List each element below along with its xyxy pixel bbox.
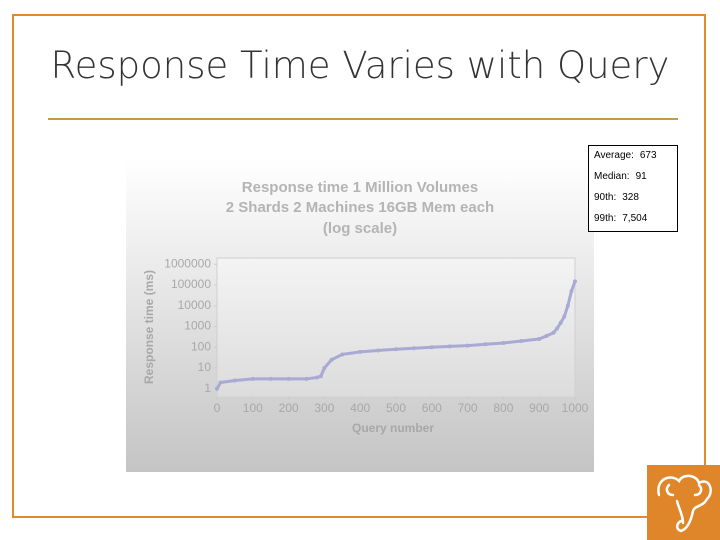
data-point: [565, 303, 570, 308]
chart-title: Response time 1 Million Volumes: [242, 179, 478, 196]
data-point: [376, 348, 381, 353]
stat-value: 673: [639, 150, 657, 161]
data-point: [250, 376, 255, 381]
x-tick-label: 900: [529, 401, 549, 415]
data-point: [315, 375, 320, 380]
stat-label: 99th:: [594, 213, 617, 224]
slide-frame: [12, 14, 706, 518]
data-point: [218, 380, 223, 385]
data-point: [329, 357, 334, 362]
data-point: [562, 314, 567, 319]
data-point: [519, 338, 524, 343]
data-point: [268, 376, 273, 381]
stat-label: Median:: [594, 171, 630, 182]
chart-subtitle: 2 Shards 2 Machines 16GB Mem each: [226, 199, 494, 216]
y-tick-label: 1: [204, 381, 211, 395]
x-tick-label: 1000: [562, 401, 589, 415]
x-axis-label: Query number: [352, 421, 434, 435]
plot-area: [216, 257, 576, 398]
logo: [647, 465, 720, 540]
data-point: [569, 289, 574, 294]
data-point: [447, 344, 452, 349]
stat-label: 90th:: [594, 192, 617, 203]
stat-value: 7,504: [622, 213, 648, 224]
data-point: [394, 347, 398, 352]
stat-row: 90th: 328: [594, 192, 672, 213]
stat-value: 328: [622, 192, 639, 203]
data-point: [501, 341, 506, 346]
stat-row: Median: 91: [594, 171, 672, 192]
data-point: [537, 336, 542, 341]
y-tick-label: 10: [198, 360, 212, 374]
x-tick-label: 600: [422, 401, 442, 415]
data-point: [555, 326, 560, 331]
chart-annotation: (log scale): [323, 220, 397, 237]
data-point: [483, 342, 488, 347]
x-tick-label: 500: [386, 401, 406, 415]
y-tick-label: 10000: [178, 298, 212, 312]
data-point: [358, 349, 363, 354]
x-tick-label: 200: [279, 401, 299, 415]
x-tick-label: 700: [458, 401, 478, 415]
data-point: [232, 378, 237, 383]
x-tick-label: 800: [493, 401, 513, 415]
data-point: [551, 330, 556, 335]
stat-row: 99th: 7,504: [594, 213, 672, 234]
data-point: [558, 320, 563, 325]
slide-title: Response Time Varies with Query: [50, 44, 670, 87]
data-point: [340, 352, 345, 357]
data-point: [544, 333, 549, 338]
y-tick-label: 100: [191, 339, 211, 353]
y-axis-label: Response time (ms): [142, 270, 156, 384]
title-rule: [48, 118, 678, 120]
x-tick-label: 100: [243, 401, 263, 415]
data-point: [286, 376, 291, 381]
data-point: [304, 376, 309, 381]
data-point: [573, 279, 577, 284]
x-tick-label: 400: [350, 401, 370, 415]
data-point: [465, 343, 470, 348]
data-point: [215, 386, 219, 391]
y-tick-label: 100000: [171, 277, 211, 291]
stat-label: Average:: [594, 150, 634, 161]
y-tick-label: 1000: [184, 319, 211, 333]
data-point: [411, 346, 416, 351]
data-point: [429, 345, 434, 350]
x-tick-label: 300: [314, 401, 334, 415]
data-point: [318, 374, 323, 379]
x-tick-label: 0: [214, 401, 221, 415]
y-tick-label: 1000000: [164, 256, 211, 270]
stat-row: Average: 673: [594, 150, 672, 171]
data-point: [322, 365, 327, 370]
stats-box: Average: 673 Median: 91 90th: 328 99th: 7,504: [588, 145, 678, 232]
stat-value: 91: [635, 171, 647, 182]
